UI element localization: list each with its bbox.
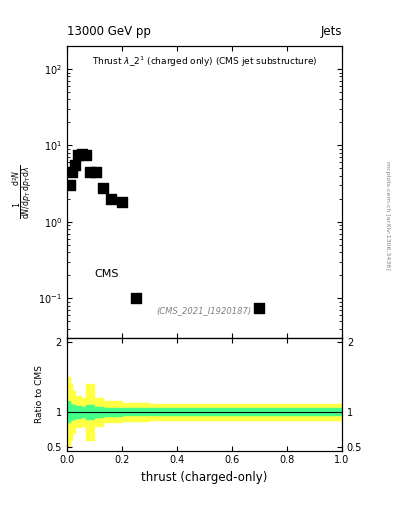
- Point: [93, 168, 99, 176]
- Point: [72, 161, 78, 169]
- Point: [69, 168, 75, 176]
- Text: mcplots.cern.ch [arXiv:1306.3436]: mcplots.cern.ch [arXiv:1306.3436]: [385, 161, 390, 269]
- Text: (CMS_2021_I1920187): (CMS_2021_I1920187): [157, 306, 252, 315]
- Point: [83, 151, 89, 159]
- Point: [108, 195, 114, 203]
- Text: 13000 GeV pp: 13000 GeV pp: [67, 26, 151, 38]
- Point: [66, 181, 73, 189]
- Text: Thrust $\lambda\_2^1$ (charged only) (CMS jet substructure): Thrust $\lambda\_2^1$ (charged only) (CM…: [92, 55, 317, 69]
- Point: [132, 294, 139, 303]
- Point: [79, 150, 85, 158]
- Text: Jets: Jets: [320, 26, 342, 38]
- Text: CMS: CMS: [94, 269, 119, 279]
- Y-axis label: $\frac{1}{\mathrm{d}N/\mathrm{d}p_{\mathrm{T}}}\frac{\mathrm{d}^2N}{\mathrm{d}p_: $\frac{1}{\mathrm{d}N/\mathrm{d}p_{\math…: [11, 165, 34, 219]
- Point: [75, 151, 81, 159]
- Point: [256, 304, 263, 312]
- Point: [119, 198, 125, 206]
- X-axis label: thrust (charged-only): thrust (charged-only): [141, 471, 268, 484]
- Y-axis label: Ratio to CMS: Ratio to CMS: [35, 366, 44, 423]
- Point: [87, 168, 94, 176]
- Point: [99, 184, 106, 192]
